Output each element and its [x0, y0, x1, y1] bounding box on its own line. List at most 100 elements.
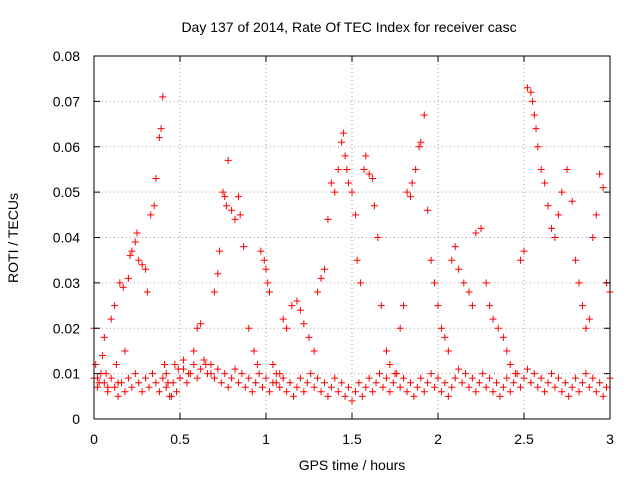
data-point: [214, 365, 222, 373]
data-point: [193, 374, 201, 382]
data-point: [155, 388, 163, 396]
data-point: [171, 361, 179, 369]
data-point: [441, 379, 449, 387]
data-point: [303, 379, 311, 387]
data-point: [551, 234, 559, 241]
data-point: [152, 379, 160, 387]
data-point: [358, 392, 366, 400]
data-point: [603, 383, 611, 391]
series-roti: [90, 84, 614, 400]
data-point: [396, 383, 404, 391]
data-point: [585, 315, 593, 323]
y-tick-label: 0.05: [53, 184, 80, 200]
data-point: [544, 379, 552, 387]
data-point: [183, 379, 191, 387]
data-point: [262, 374, 270, 382]
data-point: [228, 206, 236, 214]
data-point: [238, 370, 246, 378]
data-point: [190, 361, 198, 369]
data-point: [135, 379, 143, 387]
data-point: [269, 379, 277, 387]
data-point: [482, 383, 490, 391]
data-point: [118, 379, 126, 387]
data-point: [234, 379, 242, 387]
data-point: [224, 383, 232, 391]
data-point: [486, 302, 494, 310]
data-point: [362, 152, 370, 160]
y-tick-label: 0: [72, 411, 80, 427]
x-tick-label: 3: [606, 431, 614, 447]
data-point: [234, 193, 242, 201]
data-point: [551, 383, 559, 391]
data-point: [585, 383, 593, 391]
data-point: [221, 193, 229, 201]
x-tick-label: 0: [90, 431, 98, 447]
data-point: [437, 324, 445, 332]
data-point: [148, 370, 156, 378]
data-point: [460, 279, 468, 287]
x-axis-label: GPS time / hours: [299, 457, 406, 473]
data-point: [293, 297, 301, 305]
data-point: [406, 379, 414, 387]
data-point: [376, 370, 384, 378]
data-point: [345, 383, 353, 391]
data-point: [592, 211, 600, 219]
data-point: [221, 370, 229, 378]
data-point: [417, 374, 425, 382]
data-point: [286, 379, 294, 387]
data-point: [357, 279, 365, 287]
data-point: [582, 324, 590, 332]
y-axis-label: ROTI / TECUs: [5, 193, 21, 283]
data-point: [314, 374, 322, 382]
data-point: [138, 261, 146, 269]
data-point: [444, 347, 452, 355]
data-point: [541, 179, 549, 187]
data-point: [575, 279, 583, 287]
data-point: [317, 274, 325, 282]
data-point: [143, 288, 151, 296]
data-point: [592, 388, 600, 396]
data-point: [462, 370, 470, 378]
data-point: [420, 111, 428, 119]
data-point: [548, 224, 556, 232]
data-point: [468, 302, 476, 310]
data-point: [403, 388, 411, 396]
data-point: [527, 88, 535, 96]
data-point: [563, 165, 571, 173]
chart-title: Day 137 of 2014, Rate Of TEC Index for r…: [181, 19, 516, 35]
data-point: [210, 374, 218, 382]
data-point: [465, 288, 473, 296]
data-point: [386, 361, 394, 369]
data-point: [216, 247, 224, 255]
data-point: [186, 370, 194, 378]
data-point: [324, 392, 332, 400]
data-point: [250, 347, 258, 355]
data-point: [479, 370, 487, 378]
data-point: [412, 165, 420, 173]
data-point: [360, 165, 368, 173]
data-point: [386, 388, 394, 396]
data-point: [506, 388, 514, 396]
data-point: [179, 356, 187, 364]
data-point: [197, 320, 205, 328]
data-point: [310, 383, 318, 391]
data-point: [599, 184, 607, 192]
data-point: [314, 288, 322, 296]
data-point: [317, 388, 325, 396]
data-point: [489, 315, 497, 323]
data-point: [455, 365, 463, 373]
data-point: [324, 215, 332, 223]
data-point: [424, 379, 432, 387]
data-point: [305, 333, 313, 341]
data-point: [92, 361, 100, 369]
data-point: [382, 374, 390, 382]
data-point: [353, 256, 361, 264]
data-point: [283, 324, 291, 332]
data-point: [135, 256, 143, 264]
data-point: [413, 383, 421, 391]
data-point: [176, 374, 184, 382]
data-point: [374, 234, 382, 241]
data-point: [372, 379, 380, 387]
data-point: [133, 229, 141, 237]
x-tick-label: 2: [434, 431, 442, 447]
